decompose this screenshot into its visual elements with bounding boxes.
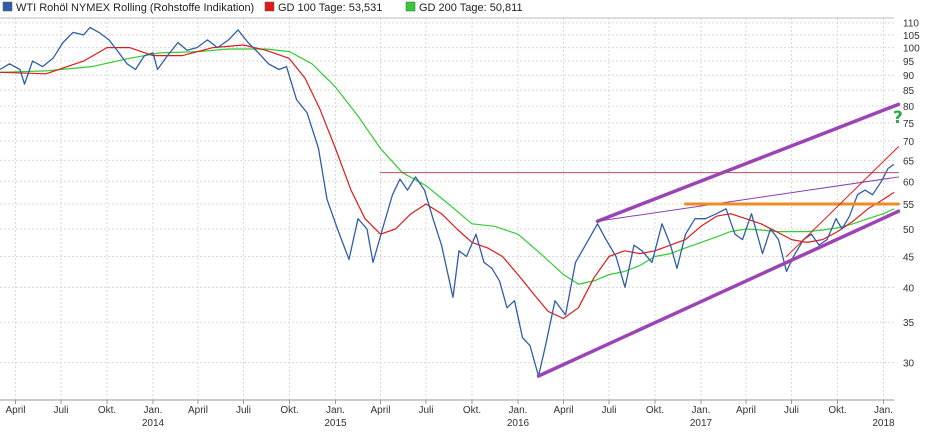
x-tick-label: Jan. — [509, 405, 528, 416]
x-tick-label: Juli — [53, 405, 68, 416]
legend-label-price: WTI Rohöl NYMEX Rolling (Rohstoffe Indik… — [16, 2, 254, 14]
y-tick-label: 95 — [903, 57, 915, 68]
x-tick-label: Okt. — [98, 405, 116, 416]
series-line-price — [0, 26, 895, 377]
y-tick-label: 105 — [903, 31, 920, 42]
x-tick-label: Okt. — [280, 405, 298, 416]
series-line-gd200 — [0, 48, 895, 285]
x-tick-label: Juli — [418, 405, 433, 416]
annotation-line-gd100 — [786, 146, 899, 258]
series-line-gd100 — [0, 44, 895, 320]
x-tick-label: April — [370, 405, 390, 416]
y-tick-label: 50 — [903, 225, 915, 236]
x-year-label: 2018 — [872, 418, 895, 429]
x-tick-label: April — [188, 405, 208, 416]
annotation-line-channel — [595, 102, 901, 223]
x-tick-label: April — [553, 405, 573, 416]
annotation-question-mark: ? — [893, 108, 903, 128]
series-layer — [0, 26, 895, 377]
x-tick-label: Juli — [236, 405, 251, 416]
x-tick-label: April — [5, 405, 25, 416]
x-tick-label: Jan. — [874, 405, 893, 416]
x-tick-label: Okt. — [646, 405, 664, 416]
x-tick-label: Okt. — [463, 405, 481, 416]
plot-area-frame — [0, 17, 894, 401]
legend-label-gd100: GD 100 Tage: 53,531 — [278, 2, 382, 14]
x-tick-label: April — [736, 405, 756, 416]
x-tick-label: Okt. — [828, 405, 846, 416]
y-tick-label: 80 — [903, 102, 915, 113]
x-tick-label: Juli — [784, 405, 799, 416]
x-year-label: 2015 — [324, 418, 347, 429]
x-year-label: 2016 — [507, 418, 530, 429]
y-tick-label: 35 — [903, 318, 915, 329]
x-year-label: 2017 — [690, 418, 713, 429]
legend-swatch-gd200 — [405, 1, 416, 12]
y-tick-label: 85 — [903, 86, 915, 97]
x-tick-label: Jan. — [326, 405, 345, 416]
y-tick-label: 100 — [903, 44, 920, 55]
x-tick-label: Juli — [601, 405, 616, 416]
y-tick-label: 60 — [903, 177, 915, 188]
y-tick-label: 40 — [903, 283, 915, 294]
y-tick-label: 45 — [903, 253, 915, 264]
y-tick-label: 55 — [903, 200, 915, 211]
horizontal-gridlines — [0, 22, 894, 364]
x-year-label: 2014 — [142, 418, 165, 429]
legend-swatch-price — [2, 1, 13, 12]
annotation-line-thin_purple — [597, 176, 899, 222]
y-tick-label: 75 — [903, 119, 915, 130]
annotation-line-channel — [536, 209, 901, 378]
y-tick-label: 30 — [903, 359, 915, 370]
annotation-layer: ? — [380, 102, 903, 378]
legend-swatch-gd100 — [264, 1, 275, 12]
x-tick-label: Jan. — [692, 405, 711, 416]
legend-label-gd200: GD 200 Tage: 50,811 — [419, 2, 523, 14]
y-tick-label: 110 — [903, 19, 919, 30]
x-axis: April Juli Okt. Jan. 2014 April Juli Okt. Jan. 20… — [5, 400, 895, 429]
legend: WTI Rohöl NYMEX Rolling (Rohstoffe Indik… — [2, 1, 523, 14]
y-tick-label: 70 — [903, 137, 915, 148]
y-tick-label: 65 — [903, 156, 915, 167]
x-tick-label: Jan. — [144, 405, 163, 416]
y-tick-label: 90 — [903, 71, 915, 82]
